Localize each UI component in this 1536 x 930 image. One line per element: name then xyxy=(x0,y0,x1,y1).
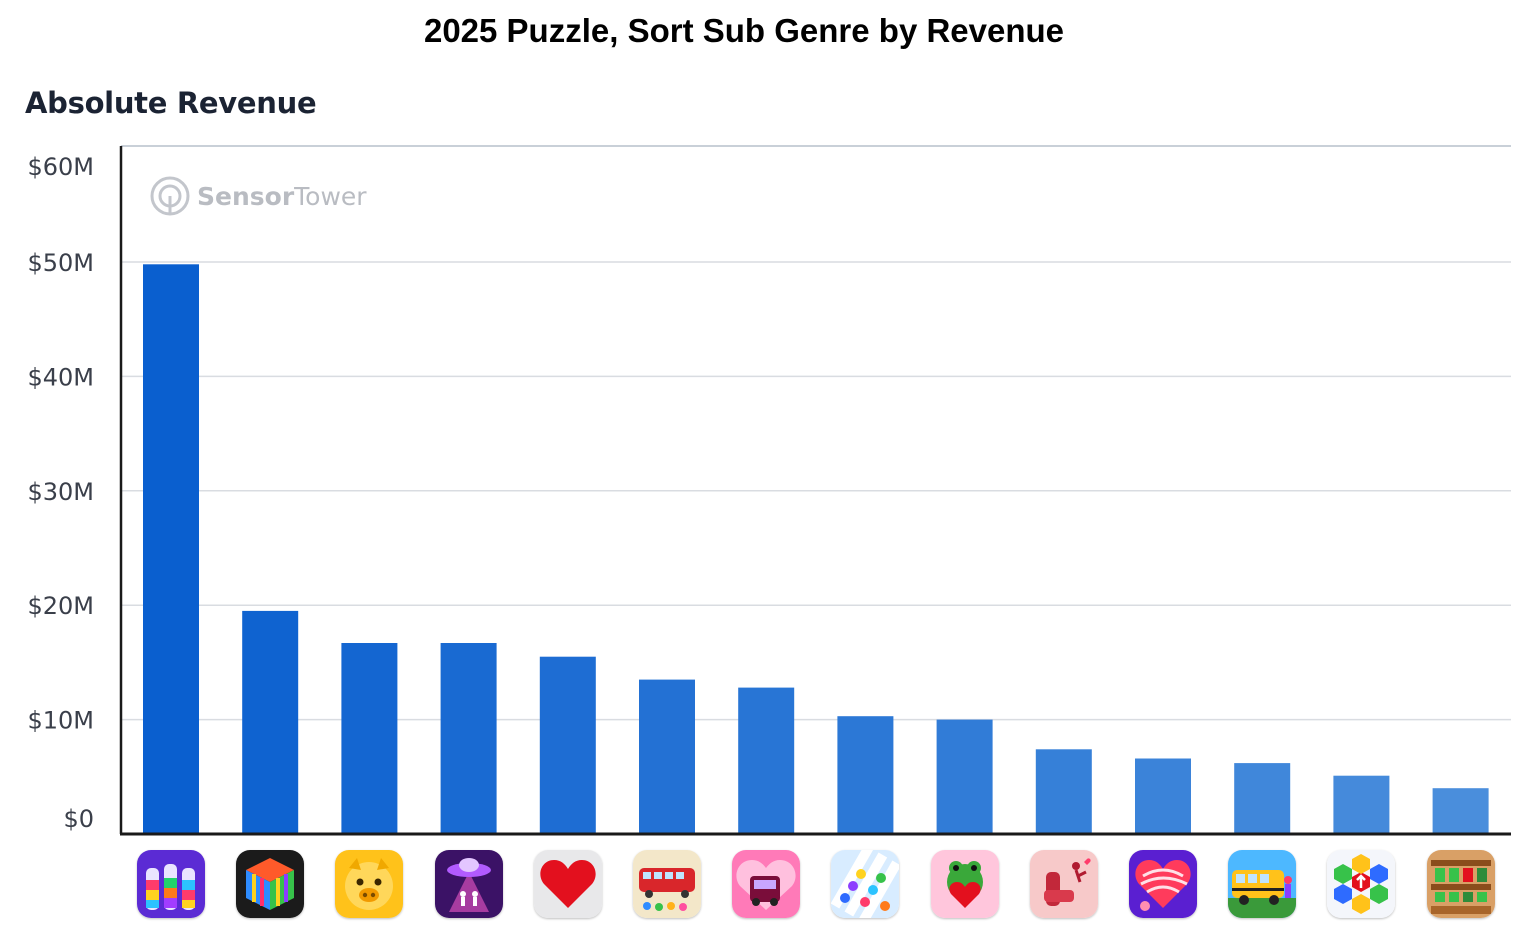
bus-jam-icon xyxy=(633,850,701,918)
chart-subtitle: Absolute Revenue xyxy=(25,86,317,120)
pig-face-icon xyxy=(335,850,404,918)
school-bus-icon xyxy=(1228,850,1297,918)
love-seat-icon xyxy=(1029,850,1098,918)
ufo-icon xyxy=(434,850,503,918)
color-cube-icon xyxy=(236,850,305,918)
frog-heart-icon xyxy=(930,850,999,918)
bar-bus-jam xyxy=(639,679,695,834)
block-shelf-icon xyxy=(1426,850,1495,918)
y-tick-label: $50M xyxy=(27,249,94,277)
watermark-brand-bold: Sensor xyxy=(197,182,295,211)
bar-ball-sort xyxy=(837,716,894,834)
bar-pixel-heart xyxy=(539,656,596,834)
bar-block-shelf xyxy=(1432,788,1489,834)
water-sort-icon xyxy=(137,850,205,918)
bar-frog-heart xyxy=(936,719,993,834)
bar-love-seat xyxy=(1035,749,1092,834)
svg-text:SensorTower: SensorTower xyxy=(197,182,367,211)
watermark: SensorTower xyxy=(150,176,367,216)
hexa-arrows-icon xyxy=(1327,850,1396,918)
watermark-brand-light: Tower xyxy=(293,182,367,211)
chart-title: 2025 Puzzle, Sort Sub Genre by Revenue xyxy=(423,12,1065,49)
bar-color-cube xyxy=(242,610,299,834)
y-tick-label: $60M xyxy=(27,153,94,181)
gridlines xyxy=(121,145,1511,721)
bar-ufo xyxy=(440,643,497,834)
ball-sort-icon xyxy=(831,850,900,918)
y-tick-label: $0 xyxy=(63,805,94,833)
y-tick-label: $10M xyxy=(27,707,94,735)
bar-school-bus xyxy=(1234,763,1291,834)
bar-hexa-arrows xyxy=(1333,775,1390,834)
bar-pig-face xyxy=(341,643,398,834)
y-axis-ticks: $0 $10M $20M $30M $40M $50M $60M xyxy=(27,153,94,833)
bar-yarn-ball xyxy=(1135,758,1191,834)
y-tick-label: $30M xyxy=(27,478,94,506)
sensor-tower-logo-icon xyxy=(150,176,190,216)
bars xyxy=(143,264,1489,834)
pink-car-icon xyxy=(732,850,801,918)
bar-water-sort xyxy=(143,264,199,834)
y-tick-label: $20M xyxy=(27,592,94,620)
bar-pink-car xyxy=(738,687,795,834)
pixel-heart-icon xyxy=(533,850,602,918)
y-tick-label: $40M xyxy=(27,363,94,391)
yarn-ball-icon xyxy=(1129,850,1197,918)
